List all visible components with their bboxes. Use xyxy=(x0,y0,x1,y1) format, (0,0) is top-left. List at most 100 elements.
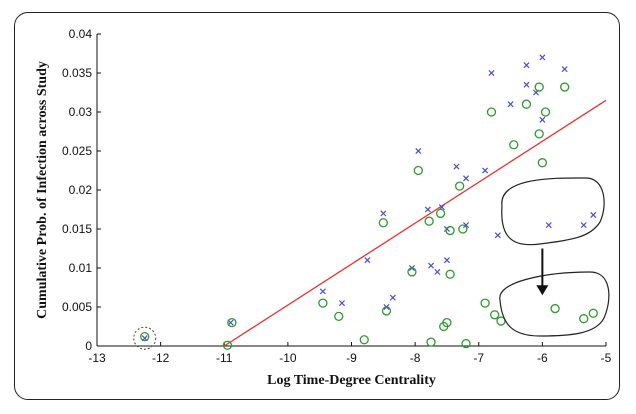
circle-marker xyxy=(537,158,548,168)
x-marker xyxy=(488,69,495,77)
circle-marker xyxy=(490,310,500,320)
x-marker xyxy=(338,300,345,307)
x-tick-label: -9 xyxy=(346,351,357,365)
x-marker xyxy=(364,257,371,264)
x-marker-stroke xyxy=(463,175,470,182)
x-marker xyxy=(463,222,470,229)
x-marker-stroke xyxy=(590,211,597,218)
circle-marker xyxy=(579,314,589,324)
upper-cluster-outline xyxy=(501,177,605,246)
x-marker-stroke xyxy=(580,222,587,229)
circle-marker xyxy=(455,181,465,191)
circle-marker xyxy=(426,337,436,347)
circle-marker xyxy=(509,140,519,150)
axes xyxy=(96,34,606,347)
y-tick-label: 0 xyxy=(85,339,92,353)
x-marker xyxy=(415,147,422,155)
x-tick-label: -11 xyxy=(216,351,233,365)
circle-marker xyxy=(588,308,598,318)
circle-marker xyxy=(461,339,471,349)
x-marker xyxy=(443,257,450,264)
x-marker-stroke xyxy=(364,257,371,264)
circle-marker xyxy=(480,298,490,308)
arrow-head xyxy=(536,285,549,296)
circle-marker xyxy=(227,317,237,328)
circle-marker xyxy=(435,208,446,219)
lower-cluster-outline xyxy=(499,271,610,337)
x-marker-stroke xyxy=(561,66,568,73)
x-marker xyxy=(380,210,387,217)
x-marker-stroke xyxy=(415,147,422,155)
circle-marker xyxy=(318,298,328,308)
x-marker xyxy=(590,211,597,218)
x-marker-stroke xyxy=(227,319,234,326)
x-marker xyxy=(453,163,460,170)
circle-marker xyxy=(540,107,551,117)
x-marker xyxy=(523,81,530,88)
x-marker-stroke xyxy=(380,210,387,217)
x-marker xyxy=(389,294,396,301)
circle-marker xyxy=(442,317,452,328)
circle-marker xyxy=(381,306,392,316)
x-marker xyxy=(494,232,501,239)
y-tick-label: 0.02 xyxy=(69,183,93,197)
x-marker xyxy=(539,116,546,123)
x-marker xyxy=(428,262,435,269)
fit-line-group xyxy=(223,99,607,347)
x-marker-stroke xyxy=(488,69,495,77)
circle-marker xyxy=(407,267,417,277)
x-marker-stroke xyxy=(494,232,501,239)
circle-marker xyxy=(140,331,150,342)
x-marker-stroke xyxy=(434,268,441,275)
y-tick-label: 0.01 xyxy=(69,261,93,275)
x-marker-stroke xyxy=(338,300,345,307)
circle-marker xyxy=(559,82,570,92)
fit-line xyxy=(223,99,607,347)
x-marker xyxy=(561,66,568,73)
x-marker-stroke xyxy=(523,62,530,69)
annotations xyxy=(133,177,610,350)
x-axis-label: Log Time-Degree Centrality xyxy=(267,373,436,388)
dashed-circle-annotation xyxy=(133,326,157,350)
circle-marker xyxy=(359,335,369,345)
x-marker xyxy=(545,222,552,229)
x-marker-stroke xyxy=(545,222,552,229)
circle-marker xyxy=(334,311,344,322)
y-tick-label: 0.005 xyxy=(62,300,92,314)
x-tick-label: -6 xyxy=(537,351,548,365)
circle-marker xyxy=(445,269,455,279)
y-tick-label: 0.03 xyxy=(69,105,93,119)
circle-marker xyxy=(534,129,544,139)
x-marker xyxy=(227,319,234,326)
x-tick-label: -7 xyxy=(473,351,484,365)
circle-marker xyxy=(534,82,544,92)
x-tick-label: -8 xyxy=(410,351,421,365)
x-marker xyxy=(463,175,470,182)
x-marker xyxy=(424,206,431,213)
x-marker-stroke xyxy=(424,206,431,213)
x-marker xyxy=(580,222,587,229)
circle-marker xyxy=(378,218,388,228)
x-marker-stroke xyxy=(463,222,470,229)
x-marker xyxy=(523,62,530,69)
y-tick-label: 0.04 xyxy=(69,27,93,41)
x-marker-stroke xyxy=(482,167,489,174)
y-tick-label: 0.015 xyxy=(62,222,92,236)
x-marker-stroke xyxy=(507,101,514,108)
circle-marker xyxy=(486,107,497,117)
x-marker-stroke xyxy=(453,163,460,170)
x-tick-label: -13 xyxy=(88,351,106,365)
y-tick-label: 0.025 xyxy=(62,144,92,158)
x-marker xyxy=(319,288,326,295)
marks xyxy=(140,54,598,350)
circle-marker xyxy=(445,225,455,236)
x-marker xyxy=(539,54,546,61)
x-marker-stroke xyxy=(428,262,435,269)
circle-marker xyxy=(521,99,532,109)
y-tick-label: 0.035 xyxy=(62,66,92,80)
x-marker xyxy=(482,167,489,174)
x-tick-label: -5 xyxy=(601,351,612,365)
ticks: -13 -12 -11 -10 -9 -8 -7 -6 -5 0 0.005 0.01 0.015 0.0… xyxy=(62,27,612,365)
circle-marker xyxy=(550,303,560,314)
